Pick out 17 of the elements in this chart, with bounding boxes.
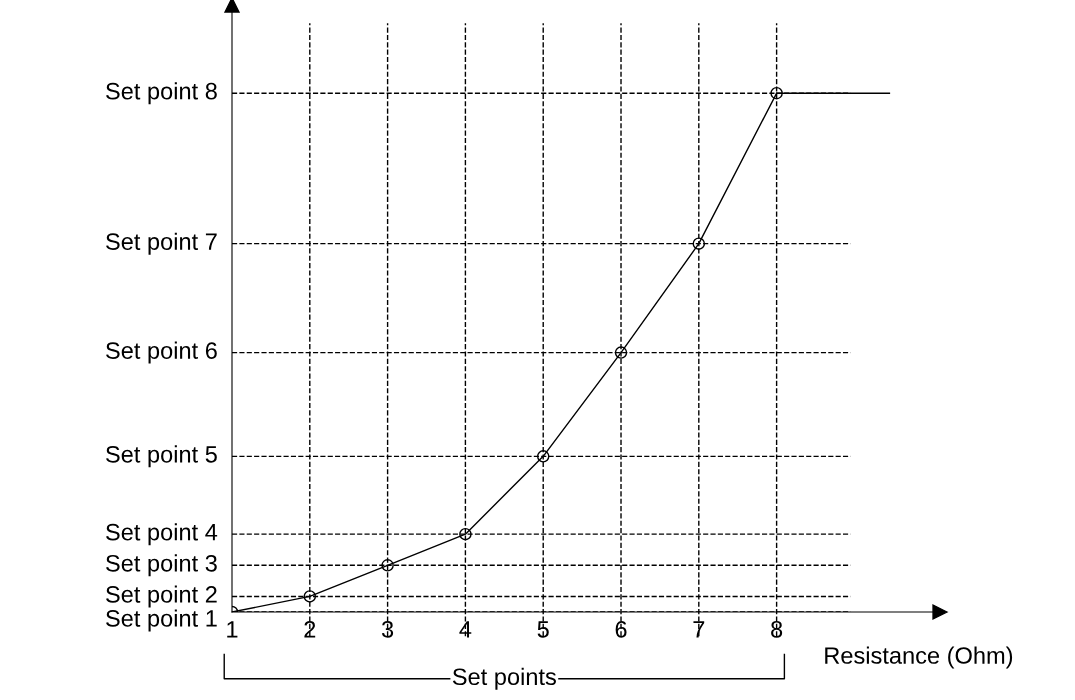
x-axis-title: Resistance (Ohm) bbox=[825, 646, 1013, 669]
ref-line-label: Set point 2 bbox=[106, 585, 217, 608]
x-tick-label: 1 bbox=[227, 621, 238, 638]
ref-line-label: Set point 7 bbox=[106, 232, 217, 255]
text: Set points bbox=[452, 667, 556, 690]
x-tick-label: 6 bbox=[615, 620, 627, 638]
ref-line-label: Set point 6 bbox=[106, 341, 217, 364]
x-tick-label: 7 bbox=[693, 621, 705, 638]
ref-line-label: Set point 3 bbox=[106, 554, 217, 577]
ref-line-label: Set point 4 bbox=[106, 523, 218, 546]
x-tick-label: 3 bbox=[381, 620, 394, 638]
ref-line-label: Set point 8 bbox=[106, 82, 217, 105]
x-tick-label: 2 bbox=[304, 620, 316, 638]
ref-line-label: Set point 1 bbox=[106, 609, 217, 632]
x-tick-label: 8 bbox=[771, 620, 783, 638]
x-tick-label: 5 bbox=[537, 621, 549, 638]
ref-line-label: Set point 5 bbox=[106, 445, 217, 468]
